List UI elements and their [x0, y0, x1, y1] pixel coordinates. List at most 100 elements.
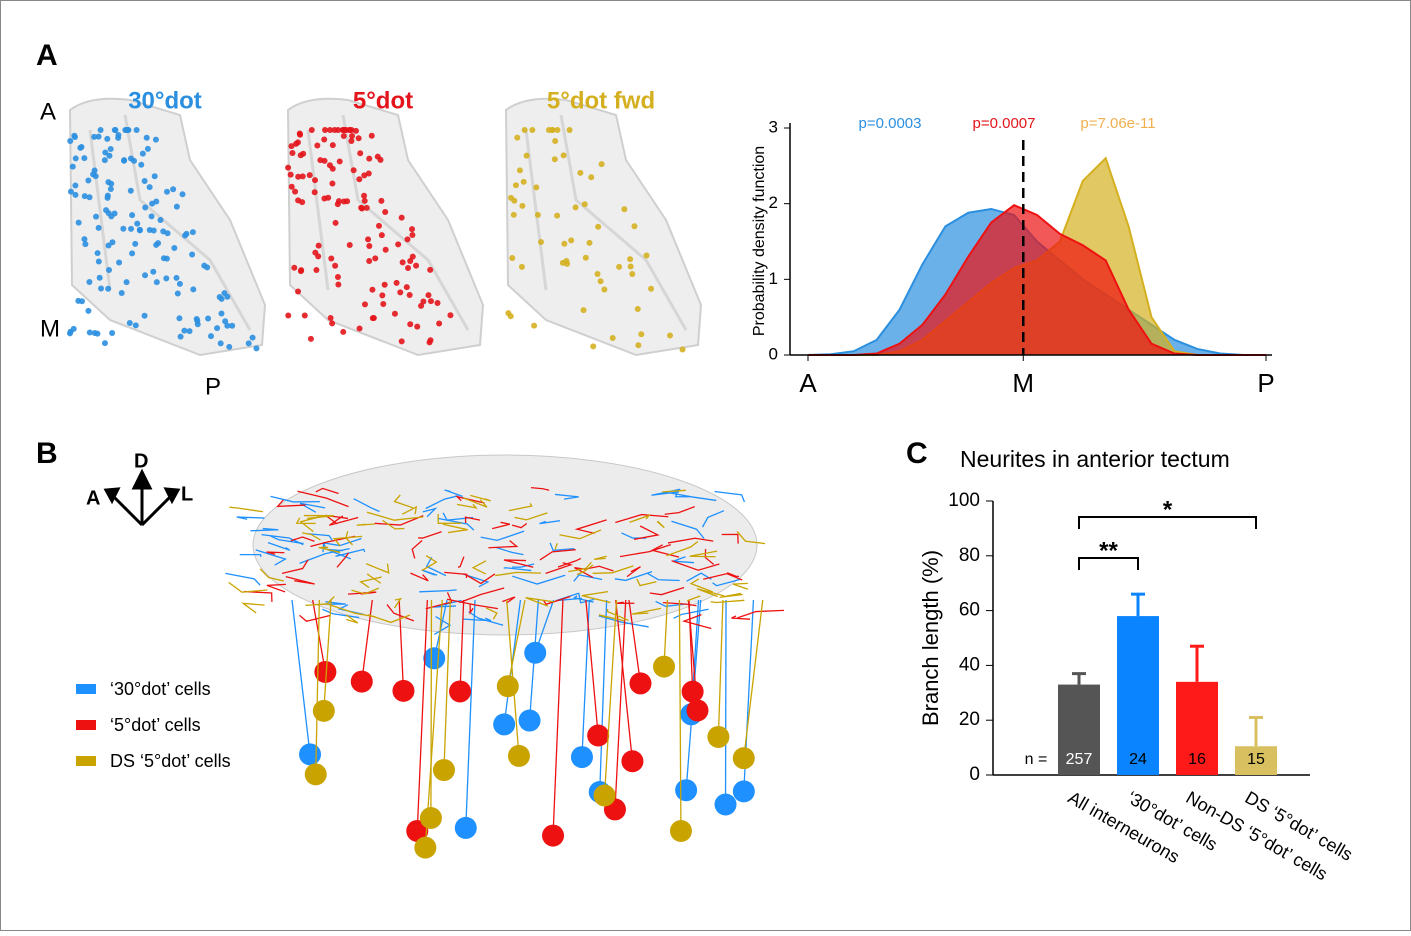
cell-dot [378, 157, 384, 163]
cell-dot [365, 236, 371, 242]
cell-dot [621, 206, 627, 212]
cell-dot [348, 138, 354, 144]
y-tick-label: 2 [769, 193, 778, 212]
compass-label: A [86, 487, 100, 509]
cell-dot [145, 146, 151, 152]
cell-dot [522, 127, 528, 133]
cell-dot [366, 258, 372, 264]
cell-dot [405, 265, 411, 271]
cell-dot [513, 182, 519, 188]
cell-dot [313, 267, 319, 273]
cell-dot [428, 298, 434, 304]
soma [542, 825, 564, 847]
cell-dot [298, 268, 304, 274]
cell-dot [312, 250, 318, 256]
cell-dot [98, 285, 104, 291]
cell-dot [93, 173, 99, 179]
cell-dot [150, 269, 156, 275]
cell-dot [98, 127, 104, 133]
cell-dot [638, 331, 644, 337]
cell-dot [180, 191, 186, 197]
cell-dot [253, 345, 259, 351]
cell-dot [392, 311, 398, 317]
panel-title: 30°dot [128, 87, 202, 114]
cell-dot [610, 335, 616, 341]
cell-dot [590, 343, 596, 349]
x-tick-label: P [1257, 368, 1274, 398]
cell-dot [595, 224, 601, 230]
cell-dot [178, 334, 184, 340]
cell-dot [106, 210, 112, 216]
compass-label: L [181, 483, 193, 505]
cell-dot [129, 212, 135, 218]
cell-dot [586, 240, 592, 246]
cell-dot [214, 325, 220, 331]
x-tick-label: A [799, 368, 817, 398]
cell-dot [79, 298, 85, 304]
cell-dot [105, 195, 111, 201]
cell-dot [157, 217, 163, 223]
panel-label: C [906, 437, 928, 470]
cell-dot [667, 333, 673, 339]
cell-dot [219, 311, 225, 317]
cell-dot [509, 255, 515, 261]
cell-dot [378, 198, 384, 204]
cell-dot [291, 265, 297, 271]
cell-dot [330, 142, 336, 148]
tectum-render [253, 455, 757, 635]
cell-dot [155, 240, 161, 246]
cell-dot [447, 312, 453, 318]
cell-dot [399, 338, 405, 344]
cell-dot [595, 271, 601, 277]
cell-dot [76, 220, 82, 226]
cell-dot [567, 127, 573, 133]
cell-dot [357, 150, 363, 156]
y-axis-label: Probability density function [751, 146, 768, 336]
y-tick-label: 0 [969, 764, 980, 785]
cell-dot [93, 214, 99, 220]
cell-dot [316, 243, 322, 249]
soma [420, 807, 442, 829]
cell-dot [414, 324, 420, 330]
cell-dot [379, 292, 385, 298]
cell-dot [182, 232, 188, 238]
cell-dot [554, 213, 560, 219]
cell-dot [68, 189, 74, 195]
cell-dot [133, 322, 139, 328]
soma [351, 671, 373, 693]
y-tick-label: 60 [959, 600, 980, 621]
cell-dot [427, 267, 433, 273]
cell-dot [128, 156, 134, 162]
panel-title: 5°dot fwd [547, 87, 655, 114]
panel-label: A [36, 39, 58, 72]
cell-dot [217, 294, 223, 300]
cell-dot [329, 180, 335, 186]
cell-dot [517, 167, 523, 173]
cell-dot [190, 229, 196, 235]
cell-dot [72, 183, 78, 189]
cell-dot [552, 156, 558, 162]
cell-dot [435, 300, 441, 306]
cell-dot [538, 239, 544, 245]
legend-label: DS ‘5°dot’ cells [110, 751, 231, 771]
cell-dot [201, 263, 207, 269]
cell-dot [325, 195, 331, 201]
cell-dot [194, 318, 200, 324]
cell-dot [519, 264, 525, 270]
significance-label: * [1163, 496, 1173, 523]
cell-dot [635, 306, 641, 312]
cell-dot [404, 284, 410, 290]
legend-swatch [76, 756, 96, 766]
cell-dot [218, 340, 224, 346]
cell-dot [187, 328, 193, 334]
cell-dot [425, 292, 431, 298]
cell-dot [189, 251, 195, 257]
soma [497, 675, 519, 697]
soma [594, 785, 616, 807]
orientation-label: A [40, 98, 56, 125]
significance-label: ** [1099, 537, 1118, 564]
cell-dot [170, 186, 176, 192]
cell-dot [81, 155, 87, 161]
panel-label: B [36, 437, 58, 470]
cell-dot [106, 267, 112, 273]
